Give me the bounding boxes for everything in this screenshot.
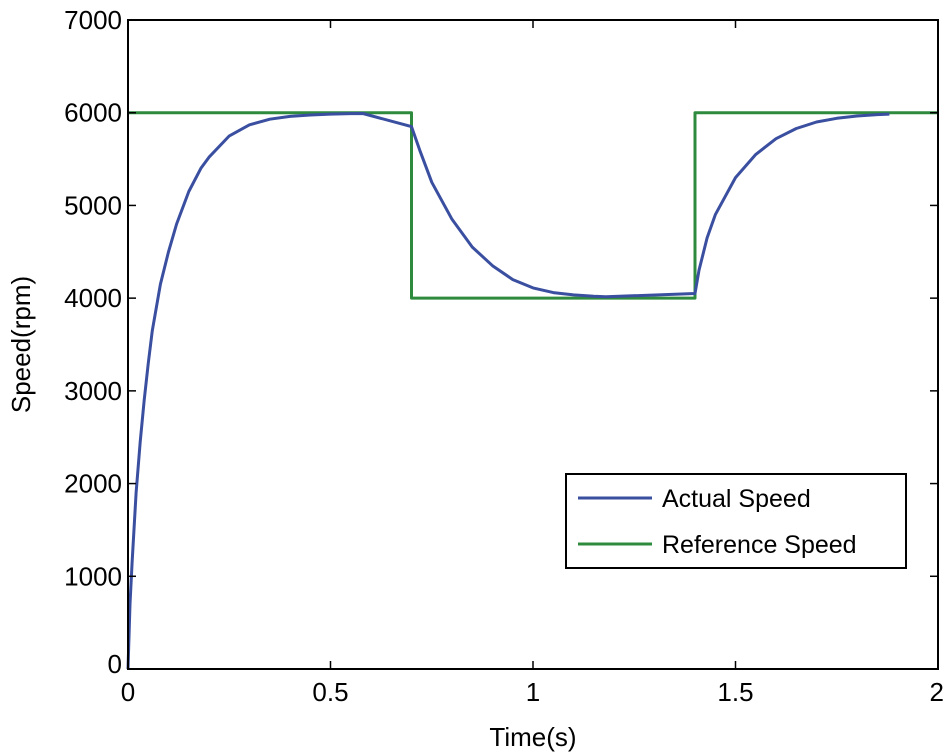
- y-tick-label: 3000: [64, 376, 122, 406]
- y-tick-label: 0: [108, 649, 122, 679]
- tick-labels: 0 0.5 1 1.5 2 0 1000 2000 3000 4000 5000 6000 7000: [64, 5, 944, 707]
- y-tick-label: 6000: [64, 98, 122, 128]
- y-tick-label: 7000: [64, 5, 122, 35]
- legend-label-reference-speed: Reference Speed: [662, 531, 857, 559]
- x-axis-label: Time(s): [489, 722, 576, 752]
- x-tick-label: 0: [121, 677, 135, 707]
- x-tick-label: 0.5: [312, 677, 348, 707]
- legend: Actual Speed Reference Speed: [565, 473, 907, 569]
- ticks-layer: [127, 19, 939, 670]
- legend-label-actual-speed: Actual Speed: [662, 485, 811, 513]
- y-tick-label: 1000: [64, 561, 122, 591]
- y-tick-label: 2000: [64, 469, 122, 499]
- series-layer: [126, 111, 938, 670]
- y-tick-label: 4000: [64, 283, 122, 313]
- y-axis-label: Speed(rpm): [6, 276, 36, 413]
- y-tick-label: 5000: [64, 190, 122, 220]
- legend-box: [565, 473, 907, 569]
- series-line-actual-speed: [126, 112, 890, 670]
- x-tick-label: 2: [930, 677, 944, 707]
- x-tick-label: 1: [526, 677, 540, 707]
- x-tick-label: 1.5: [717, 677, 753, 707]
